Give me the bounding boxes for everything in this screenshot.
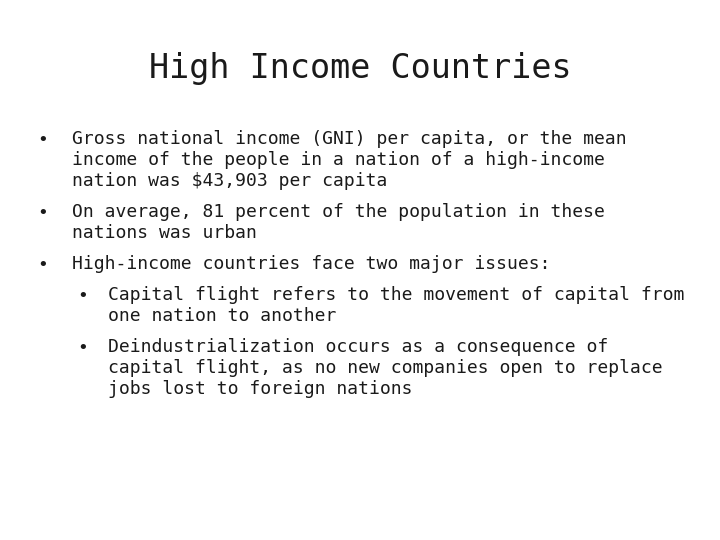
Text: •: • xyxy=(77,287,88,305)
Text: High-income countries face two major issues:: High-income countries face two major iss… xyxy=(72,255,551,273)
Text: nations was urban: nations was urban xyxy=(72,224,257,242)
Text: High Income Countries: High Income Countries xyxy=(149,52,571,85)
Text: Capital flight refers to the movement of capital from: Capital flight refers to the movement of… xyxy=(108,286,685,304)
Text: capital flight, as no new companies open to replace: capital flight, as no new companies open… xyxy=(108,359,662,377)
Text: •: • xyxy=(37,256,48,274)
Text: •: • xyxy=(77,339,88,357)
Text: •: • xyxy=(37,131,48,149)
Text: nation was $43,903 per capita: nation was $43,903 per capita xyxy=(72,172,387,190)
Text: one nation to another: one nation to another xyxy=(108,307,336,325)
Text: •: • xyxy=(37,204,48,222)
Text: On average, 81 percent of the population in these: On average, 81 percent of the population… xyxy=(72,203,605,221)
Text: Gross national income (GNI) per capita, or the mean: Gross national income (GNI) per capita, … xyxy=(72,130,626,148)
Text: jobs lost to foreign nations: jobs lost to foreign nations xyxy=(108,380,413,398)
Text: Deindustrialization occurs as a consequence of: Deindustrialization occurs as a conseque… xyxy=(108,338,608,356)
Text: income of the people in a nation of a high-income: income of the people in a nation of a hi… xyxy=(72,151,605,169)
